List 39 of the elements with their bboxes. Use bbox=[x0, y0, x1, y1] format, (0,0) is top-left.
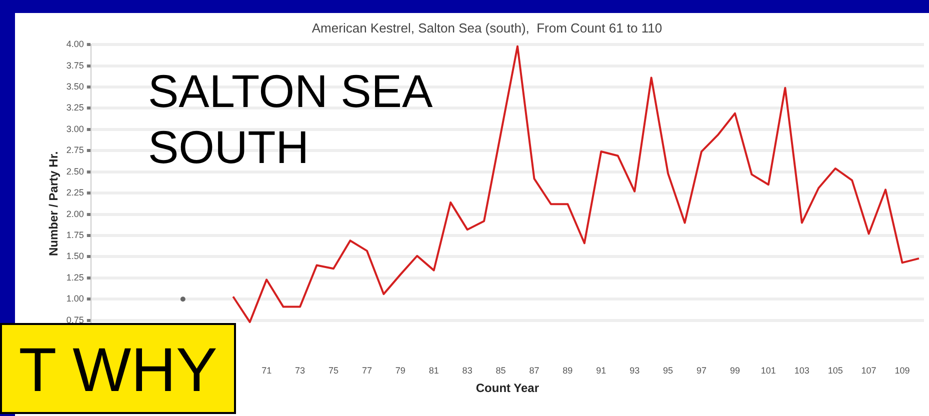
y-tick-label: 2.50 bbox=[66, 166, 84, 176]
x-tick-label: 73 bbox=[295, 366, 306, 376]
x-tick-label: 71 bbox=[262, 366, 272, 376]
x-tick-label: 77 bbox=[362, 366, 372, 376]
x-tick-label: 87 bbox=[529, 366, 540, 376]
x-tick-label: 85 bbox=[496, 366, 506, 376]
y-tick-label: 3.25 bbox=[66, 102, 84, 113]
x-tick-label: 93 bbox=[630, 366, 640, 376]
y-tick-label: 4.00 bbox=[66, 39, 84, 50]
x-tick-label: 109 bbox=[894, 366, 910, 376]
y-tick-label: 1.00 bbox=[66, 294, 84, 304]
x-tick-label: 105 bbox=[828, 366, 843, 376]
chart-title: American Kestrel, Salton Sea (south), From Count 61 to 110 bbox=[312, 20, 662, 36]
x-tick-label: 101 bbox=[760, 366, 776, 376]
x-tick-label: 83 bbox=[462, 366, 472, 376]
x-tick-label: 99 bbox=[730, 366, 740, 376]
x-axis-title: Count Year bbox=[476, 381, 540, 396]
x-tick-label: 97 bbox=[696, 366, 707, 376]
y-tick-label: 2.25 bbox=[66, 188, 84, 198]
y-tick-label: 3.50 bbox=[66, 82, 84, 92]
y-tick-label: 1.25 bbox=[66, 272, 84, 282]
x-tick-label: 107 bbox=[861, 366, 876, 376]
y-tick-label: 0.75 bbox=[66, 314, 84, 325]
x-tick-label: 75 bbox=[328, 366, 338, 376]
annotation: SALTON SEA SOUTH bbox=[148, 64, 432, 175]
y-tick-label: 3.75 bbox=[66, 60, 84, 70]
x-tick-label: 81 bbox=[428, 366, 439, 376]
x-tick-label: 91 bbox=[596, 366, 606, 376]
annotation: T WHY bbox=[0, 323, 236, 414]
x-tick-label: 103 bbox=[794, 366, 810, 376]
y-tick-label: 1.50 bbox=[66, 251, 84, 262]
y-axis-title: Number / Party Hr. bbox=[46, 151, 61, 256]
x-tick-label: 79 bbox=[395, 366, 406, 376]
y-tick-label: 2.75 bbox=[66, 145, 84, 156]
y-tick-label: 2.00 bbox=[66, 208, 84, 219]
y-tick-label: 1.75 bbox=[66, 230, 84, 240]
y-tick-label: 3.00 bbox=[66, 124, 84, 134]
x-tick-label: 89 bbox=[562, 366, 573, 376]
x-tick-label: 95 bbox=[663, 366, 674, 376]
